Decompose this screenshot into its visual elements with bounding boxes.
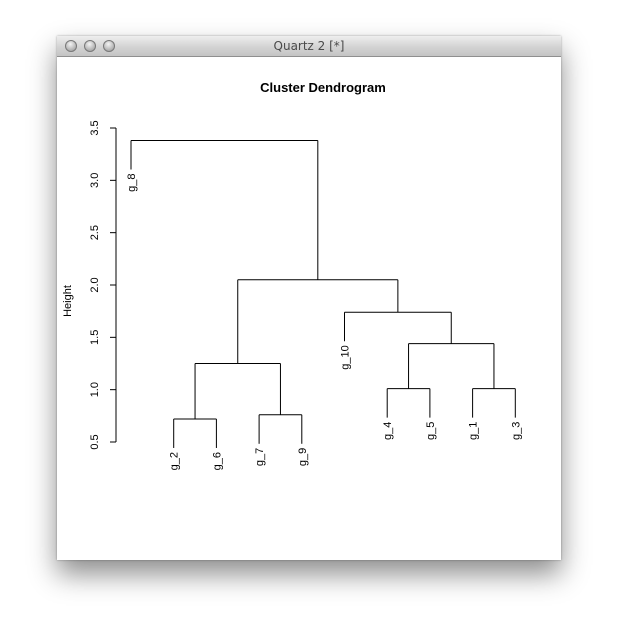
leaf-label: g_3 (510, 422, 522, 440)
y-tick-label: 1.5 (89, 330, 101, 345)
window-title: Quartz 2 [*] (273, 39, 345, 53)
dendrogram-tree (130, 140, 516, 448)
leaf-label: g_9 (297, 448, 309, 466)
y-axis: 0.5 1.0 1.5 2.0 2.5 3.0 3.5 (89, 120, 117, 450)
quartz-window: Quartz 2 [*] Cluster Dendrogram Height 0… (57, 36, 561, 560)
y-tick-label: 0.5 (89, 434, 101, 449)
leaf-label: g_4 (382, 422, 394, 440)
y-tick-label: 2.0 (89, 277, 101, 292)
y-tick-label: 3.0 (89, 173, 101, 188)
close-button[interactable] (65, 40, 77, 52)
leaf-label: g_7 (254, 448, 266, 466)
minimize-button[interactable] (84, 40, 96, 52)
plot-area: Cluster Dendrogram Height 0.5 1.0 1.5 2.0 2.… (57, 57, 561, 560)
leaf-label: g_10 (340, 345, 352, 369)
y-tick-label: 3.5 (89, 120, 101, 135)
leaf-label: g_1 (468, 422, 480, 440)
leaf-label: g_6 (211, 452, 223, 470)
leaf-label: g_8 (126, 174, 138, 192)
y-axis-label: Height (62, 285, 74, 317)
window-titlebar[interactable]: Quartz 2 [*] (57, 36, 561, 57)
leaf-label: g_2 (169, 452, 181, 470)
y-tick-label: 2.5 (89, 225, 101, 240)
leaf-label: g_5 (425, 422, 437, 440)
y-tick-label: 1.0 (89, 382, 101, 397)
chart-title: Cluster Dendrogram (260, 80, 386, 95)
dendrogram-chart: Cluster Dendrogram Height 0.5 1.0 1.5 2.0 2.… (62, 80, 522, 471)
leaf-labels: g_8 g_2 g_6 g_7 g_9 g_10 g_4 g_5 g_1 g_3 (126, 174, 522, 471)
zoom-button[interactable] (103, 40, 115, 52)
